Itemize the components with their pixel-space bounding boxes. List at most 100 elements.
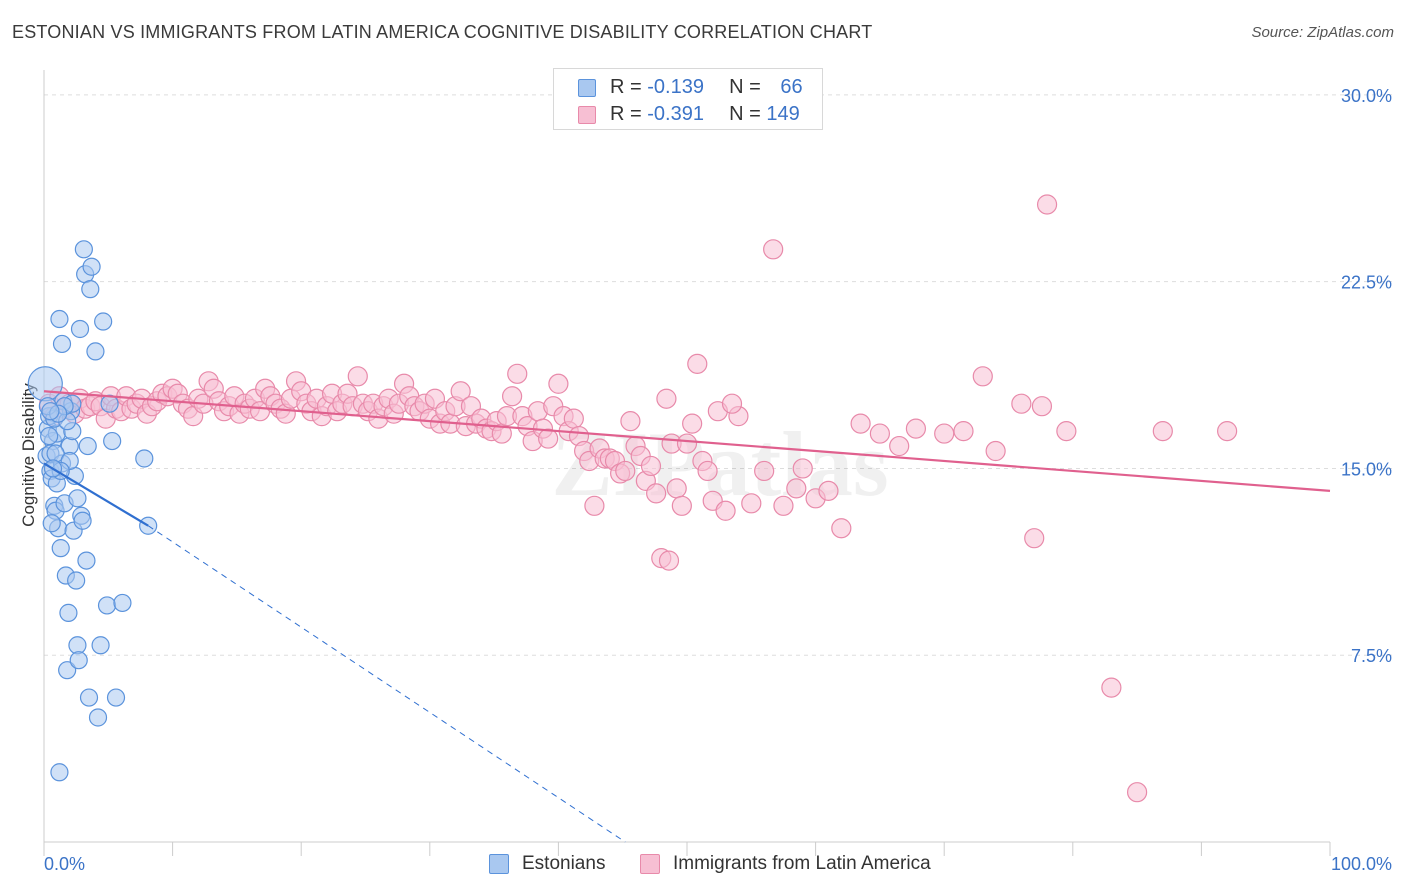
- point-estonians-13: [52, 334, 72, 354]
- point-latin-america-128: [697, 460, 718, 482]
- point-estonians-37: [86, 342, 105, 361]
- n-value: 149: [766, 103, 800, 125]
- point-latin-america-143: [869, 423, 891, 444]
- chart-title: ESTONIAN VS IMMIGRANTS FROM LATIN AMERIC…: [12, 22, 873, 42]
- point-estonians-63: [68, 489, 87, 508]
- grid-lines: [44, 94, 1392, 656]
- point-latin-america-144: [889, 435, 910, 457]
- point-latin-america-151: [1024, 528, 1045, 549]
- blue-series-points: [27, 240, 158, 782]
- point-latin-america-141: [831, 518, 852, 539]
- point-latin-america-155: [1101, 677, 1122, 698]
- point-latin-america-123: [671, 495, 692, 516]
- point-latin-america-149: [985, 440, 1006, 462]
- trend-estonians-dashed: [147, 525, 626, 843]
- point-latin-america-102: [563, 408, 584, 429]
- point-estonians-27: [70, 319, 90, 339]
- r-label: R =: [610, 103, 648, 125]
- n-label: N =: [729, 103, 767, 125]
- stats-text: R = -0.139 N = 66: [610, 76, 803, 99]
- point-latin-america-147: [953, 420, 974, 442]
- point-latin-america-125: [682, 413, 703, 434]
- point-estonians-18: [59, 603, 78, 622]
- legend-label: Estonians: [522, 853, 606, 874]
- point-latin-america-138: [792, 458, 813, 479]
- point-estonians-26: [69, 651, 88, 670]
- y-tick-label-1: 15.0%: [1341, 459, 1392, 479]
- point-estonians-55: [42, 514, 61, 533]
- stats-text: R = -0.391 N = 149: [610, 103, 800, 126]
- stats-legend: R = -0.139 N = 66 R = -0.391 N = 149: [553, 68, 823, 130]
- point-latin-america-60: [347, 366, 368, 387]
- point-estonians-65: [41, 402, 60, 421]
- point-latin-america-133: [741, 493, 762, 514]
- point-latin-america-150: [1011, 393, 1032, 414]
- point-estonians-42: [100, 394, 119, 413]
- point-latin-america-159: [658, 550, 680, 571]
- point-latin-america-99: [548, 373, 569, 394]
- pink-series-points: [39, 194, 1238, 803]
- point-latin-america-148: [972, 366, 993, 387]
- n-value: 66: [780, 76, 803, 98]
- point-estonians-24: [67, 571, 86, 590]
- point-estonians-46: [135, 449, 154, 468]
- point-estonians-41: [97, 596, 117, 615]
- point-estonians-32: [77, 551, 96, 570]
- point-estonians-33: [78, 436, 97, 456]
- r-label: R =: [610, 76, 648, 98]
- point-latin-america-135: [763, 239, 784, 260]
- point-estonians-38: [88, 708, 108, 727]
- point-estonians-45: [113, 593, 132, 613]
- x-tick-labels: 0.0% 100.0%: [44, 854, 1392, 874]
- n-label: N =: [729, 76, 767, 98]
- point-latin-america-126: [687, 353, 708, 374]
- point-latin-america-160: [721, 393, 743, 414]
- y-tick-labels: 7.5% 15.0% 22.5% 30.0%: [1341, 86, 1392, 666]
- point-latin-america-137: [786, 478, 807, 499]
- point-estonians-29: [73, 511, 92, 530]
- point-estonians-34: [79, 688, 99, 707]
- y-axis-label: Cognitive Disability: [19, 383, 38, 527]
- trend-lines: [43, 390, 1331, 843]
- point-latin-america-117: [640, 455, 662, 477]
- point-latin-america-154: [1056, 420, 1077, 442]
- point-latin-america-158: [1217, 420, 1238, 442]
- point-latin-america-90: [502, 386, 523, 407]
- point-latin-america-124: [676, 433, 698, 454]
- point-latin-america-146: [934, 423, 955, 444]
- swatch-pink: [640, 854, 660, 874]
- point-estonians-43: [103, 431, 122, 451]
- point-latin-america-91: [507, 363, 528, 384]
- y-tick-label-3: 30.0%: [1341, 86, 1392, 106]
- point-latin-america-97: [538, 428, 559, 449]
- x-tick-label-0: 0.0%: [44, 854, 85, 874]
- point-estonians-12: [51, 539, 70, 558]
- point-latin-america-112: [615, 460, 636, 482]
- y-tick-label-0: 7.5%: [1351, 646, 1392, 666]
- x-tick-label-1: 100.0%: [1331, 854, 1392, 874]
- legend-label: Immigrants from Latin America: [673, 853, 931, 874]
- point-latin-america-136: [773, 495, 794, 516]
- trend-estonians: [43, 462, 149, 527]
- point-latin-america-152: [1031, 396, 1053, 417]
- point-estonians-35: [81, 280, 100, 299]
- point-latin-america-122: [666, 478, 687, 499]
- point-estonians-48: [50, 763, 69, 782]
- point-estonians-36: [82, 257, 101, 276]
- point-estonians-17: [58, 661, 77, 680]
- trend-latin-america: [43, 390, 1331, 492]
- point-latin-america-120: [656, 388, 677, 409]
- point-latin-america-153: [1036, 194, 1058, 215]
- point-latin-america-106: [584, 495, 605, 516]
- point-estonians-44: [106, 688, 126, 707]
- point-latin-america-113: [620, 411, 641, 432]
- source-label: Source: ZipAtlas.com: [1251, 24, 1394, 41]
- series-legend: Estonians Immigrants from Latin America: [0, 850, 1406, 878]
- point-latin-america-145: [905, 418, 927, 439]
- point-latin-america-142: [850, 413, 871, 434]
- point-estonians-11: [50, 309, 69, 329]
- swatch-blue: [489, 854, 509, 874]
- point-latin-america-157: [1152, 420, 1173, 442]
- r-value: -0.391: [647, 103, 704, 125]
